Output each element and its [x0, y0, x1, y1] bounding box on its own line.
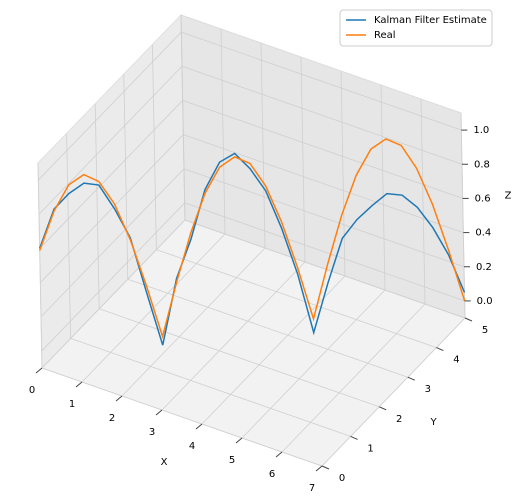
z-tick-label: 0.0 — [477, 296, 493, 307]
y-grid-left — [94, 103, 100, 309]
x-tick-label: 6 — [269, 469, 275, 480]
y-grid-floor — [99, 308, 380, 408]
labels: 0 1 2 3 4 5 6 7 0 1 2 3 4 5 0.0 0.2 0.4 0.6 0.8 1.0 X Y Z — [29, 125, 512, 494]
z-grid-left — [40, 168, 185, 318]
x-tick-label: 2 — [109, 413, 115, 424]
x-tick — [235, 437, 243, 444]
legend-label: Kalman Filter Estimate — [374, 15, 487, 26]
z-grid-left — [38, 65, 183, 215]
legend-box — [339, 9, 493, 47]
x-grid-back — [340, 70, 346, 277]
z-tick-label: 0.4 — [475, 228, 491, 239]
y-tick — [379, 406, 387, 411]
y-axis-label: Y — [429, 417, 437, 428]
x-grid-back — [220, 28, 226, 235]
x-tick — [275, 451, 283, 458]
legend-label: Real — [374, 30, 396, 41]
series-line — [38, 152, 466, 346]
x-tick — [155, 409, 163, 416]
z-tick-label: 0.8 — [474, 159, 490, 170]
y-tick — [436, 347, 444, 352]
y-tick-label: 2 — [396, 414, 402, 425]
x-tick-label: 1 — [69, 399, 75, 410]
y-grid-floor — [184, 219, 466, 319]
x-tick-label: 7 — [309, 483, 315, 494]
y-grid-left — [66, 133, 71, 339]
x-tick-label: 0 — [29, 385, 35, 396]
x-tick — [115, 395, 123, 402]
z-grid-back — [184, 202, 465, 302]
panes — [37, 13, 466, 467]
z-grid-left — [41, 202, 185, 352]
y-tick — [321, 465, 330, 470]
x-grid-back — [300, 56, 306, 263]
x-tick — [35, 367, 43, 374]
y-grid-floor — [127, 278, 408, 378]
x-tick — [195, 423, 203, 430]
x-grid-floor — [121, 247, 266, 397]
lines — [38, 138, 466, 346]
z-tick-label: 0.6 — [475, 193, 491, 204]
z-grid-back — [181, 65, 463, 165]
x-grid-floor — [41, 219, 186, 369]
y-grid-left — [123, 74, 129, 280]
x-grid-back — [260, 42, 266, 249]
y-tick-label: 1 — [367, 443, 373, 454]
y-tick — [350, 435, 358, 440]
y-tick-label: 0 — [339, 473, 345, 484]
x-tick-label: 4 — [189, 441, 195, 452]
x-grid-back — [460, 112, 466, 319]
z-tick-label: 1.0 — [473, 125, 489, 136]
y-tick — [407, 376, 415, 381]
grid — [37, 14, 466, 467]
z-grid-back — [183, 168, 465, 268]
x-grid-floor — [161, 261, 306, 411]
y-grid-floor — [41, 367, 323, 467]
z-grid-left — [38, 31, 182, 181]
y-tick-label: 5 — [482, 325, 488, 336]
y-tick-label: 4 — [453, 355, 459, 366]
y-grid-left — [37, 162, 43, 369]
legend: Kalman Filter Estimate Real — [339, 9, 493, 47]
x-grid-floor — [201, 275, 346, 425]
x-grid-back — [380, 84, 386, 291]
x-tick — [315, 465, 323, 472]
y-grid-floor — [70, 338, 351, 437]
x-grid-floor — [321, 317, 466, 467]
y-tick — [464, 317, 473, 322]
z-grid-back — [182, 100, 463, 199]
z-grid-left — [40, 134, 184, 283]
series-line — [39, 138, 466, 340]
x-grid-floor — [241, 289, 386, 439]
y-tick-label: 3 — [425, 384, 431, 395]
z-tick-label: 0.2 — [476, 262, 492, 273]
x-tick — [75, 381, 83, 388]
x-grid-floor — [281, 303, 426, 453]
z-grid-left — [39, 100, 183, 249]
x-grid-back — [420, 98, 426, 305]
y-grid-left — [152, 44, 157, 250]
y-grid-floor — [156, 249, 437, 348]
y-grid-left — [180, 14, 186, 221]
z-grid-back — [183, 134, 464, 233]
x-tick-label: 3 — [149, 427, 155, 438]
z-axis-label: Z — [505, 191, 512, 202]
z-grid-back — [181, 31, 462, 131]
x-axis-label: X — [161, 457, 168, 468]
x-tick-label: 5 — [229, 455, 235, 466]
